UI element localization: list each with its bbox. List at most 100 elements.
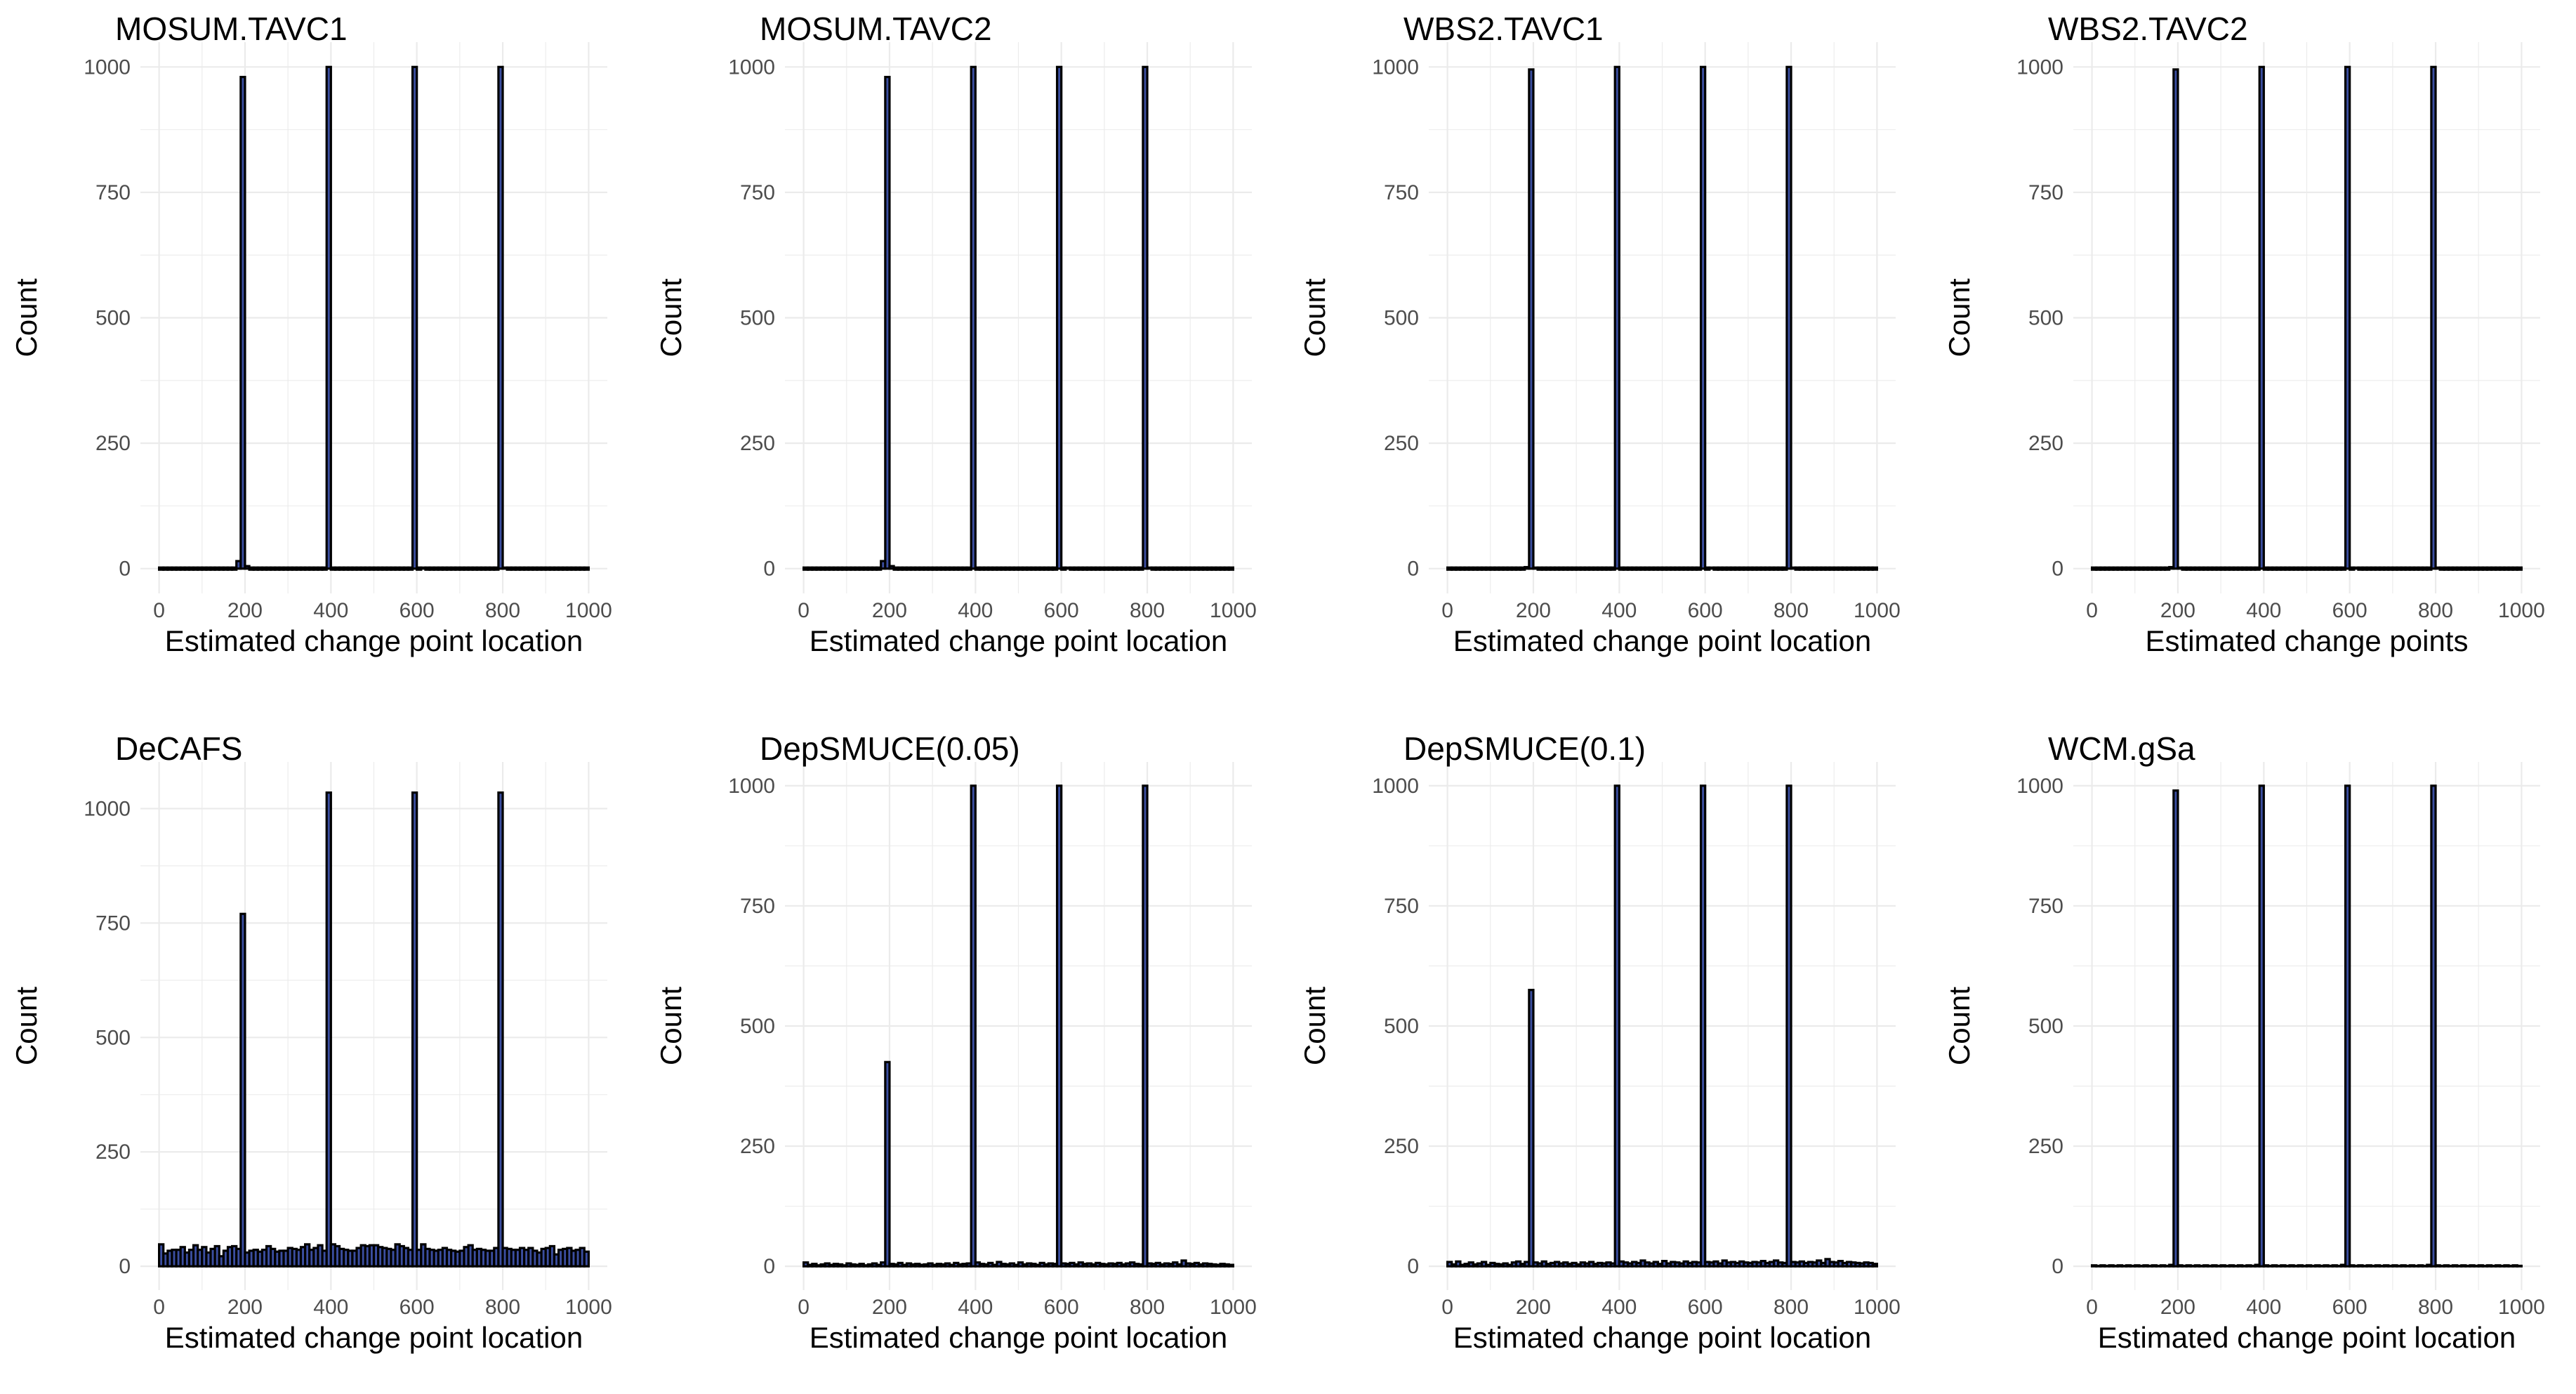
x-tick-label: 400	[1601, 599, 1637, 622]
x-tick-label: 1000	[1210, 599, 1257, 622]
x-tick-label: 800	[1130, 1296, 1165, 1319]
panel-title: DepSMUCE(0.1)	[1403, 730, 1646, 767]
histogram-bar	[1871, 566, 1878, 571]
histogram-bar	[497, 65, 504, 570]
panel-title: WBS2.TAVC1	[1403, 11, 1604, 47]
x-tick-label: 1000	[2498, 1296, 2545, 1319]
y-tick-label: 500	[2028, 1015, 2063, 1038]
y-axis-title: Count	[1943, 987, 1976, 1065]
y-tick-label: 1000	[84, 797, 131, 820]
x-tick-label: 0	[153, 599, 165, 622]
histogram-bar	[411, 791, 418, 1268]
panel-4: 0 200 400 600 800 1000 0 250 500 750 1000 WBS2.TAVC…	[1943, 11, 2545, 657]
x-tick-label: 800	[485, 1296, 520, 1319]
histogram-bar	[583, 1250, 590, 1268]
x-tick-label: 1000	[1210, 1296, 1257, 1319]
x-tick-label: 200	[2160, 1296, 2195, 1319]
x-tick-label: 600	[1044, 1296, 1079, 1319]
y-tick-label: 1000	[728, 55, 775, 79]
x-tick-label: 200	[1516, 599, 1551, 622]
y-tick-label: 0	[1407, 1255, 1419, 1278]
histogram-bar	[1528, 68, 1535, 570]
x-tick-label: 400	[313, 599, 348, 622]
x-tick-label: 800	[485, 599, 520, 622]
x-tick-label: 600	[1688, 599, 1723, 622]
x-tick-label: 800	[2418, 599, 2453, 622]
panel-8: 0 200 400 600 800 1000 0 250 500 750 1000 WCM.gSa Es…	[1943, 730, 2545, 1354]
panel-title: MOSUM.TAVC1	[115, 11, 348, 47]
histogram-bar	[1871, 1263, 1878, 1268]
y-tick-label: 0	[763, 1255, 775, 1278]
x-tick-label: 0	[798, 1296, 810, 1319]
x-tick-label: 200	[2160, 599, 2195, 622]
x-tick-label: 600	[399, 599, 435, 622]
histogram-bars	[802, 65, 1234, 571]
y-tick-label: 750	[1384, 895, 1419, 918]
histogram-bars	[158, 791, 590, 1268]
x-tick-label: 800	[1774, 1296, 1809, 1319]
x-tick-label: 600	[1044, 599, 1079, 622]
x-tick-label: 0	[153, 1296, 165, 1319]
x-tick-label: 0	[2086, 599, 2098, 622]
x-axis-title: Estimated change point location	[1453, 1321, 1871, 1354]
histogram-bar	[1699, 65, 1707, 570]
y-tick-label: 250	[2028, 432, 2063, 455]
histogram-bar	[1613, 784, 1620, 1268]
histogram-bar	[1227, 566, 1234, 571]
y-tick-label: 750	[740, 895, 775, 918]
histogram-bars	[802, 784, 1234, 1268]
x-tick-label: 400	[313, 1296, 348, 1319]
y-tick-label: 250	[95, 432, 131, 455]
histogram-bars	[1446, 784, 1878, 1268]
y-tick-label: 0	[763, 558, 775, 581]
x-tick-label: 600	[2332, 599, 2367, 622]
histogram-bar	[2430, 784, 2437, 1268]
y-tick-label: 750	[2028, 181, 2063, 204]
histogram-bars	[2091, 65, 2523, 571]
histogram-bar	[2258, 784, 2265, 1268]
histogram-bar	[1785, 784, 1792, 1268]
y-tick-label: 750	[95, 181, 131, 204]
histogram-bar	[2258, 65, 2265, 570]
panel-title: DeCAFS	[115, 730, 242, 767]
histogram-bar	[1613, 65, 1620, 570]
y-tick-label: 500	[1384, 307, 1419, 330]
histogram-bar	[583, 566, 590, 571]
y-tick-label: 250	[740, 432, 775, 455]
x-tick-label: 0	[798, 599, 810, 622]
histogram-bar	[884, 1060, 891, 1268]
x-tick-label: 1000	[565, 599, 612, 622]
histogram-bar	[2516, 1264, 2523, 1268]
panel-3: 0 200 400 600 800 1000 0 250 500 750 1000 WBS2.TAVC…	[1298, 11, 1901, 657]
panel-6: 0 200 400 600 800 1000 0 250 500 750 1000 DepSMUCE(…	[654, 730, 1257, 1354]
y-tick-label: 250	[2028, 1135, 2063, 1158]
histogram-bar	[1055, 784, 1063, 1268]
histogram-bar	[239, 912, 246, 1268]
y-tick-label: 500	[740, 1015, 775, 1038]
y-axis-title: Count	[10, 987, 43, 1065]
histogram-bar	[325, 65, 332, 570]
y-tick-label: 750	[1384, 181, 1419, 204]
histogram-bar	[497, 791, 504, 1268]
panel-title: MOSUM.TAVC2	[760, 11, 992, 47]
y-axis-title: Count	[1298, 987, 1331, 1065]
histogram-bar	[1227, 1263, 1234, 1268]
x-axis-title: Estimated change point location	[165, 1321, 583, 1354]
x-tick-label: 400	[2246, 1296, 2281, 1319]
x-tick-label: 0	[1441, 1296, 1453, 1319]
y-tick-label: 1000	[1372, 775, 1419, 798]
x-tick-label: 0	[2086, 1296, 2098, 1319]
y-tick-label: 1000	[2016, 775, 2063, 798]
panel-1: 0 200 400 600 800 1000 0 250 500 750 1000 MOSUM.TAV…	[10, 11, 612, 657]
y-tick-label: 750	[2028, 895, 2063, 918]
y-tick-label: 0	[119, 1255, 131, 1278]
x-tick-label: 400	[958, 1296, 993, 1319]
x-axis-title: Estimated change point location	[810, 624, 1227, 657]
histogram-bar	[970, 65, 977, 570]
x-axis-title: Estimated change point location	[810, 1321, 1227, 1354]
x-tick-label: 200	[872, 1296, 907, 1319]
panel-title: DepSMUCE(0.05)	[760, 730, 1020, 767]
y-tick-label: 750	[95, 912, 131, 935]
histogram-bar	[1528, 989, 1535, 1268]
